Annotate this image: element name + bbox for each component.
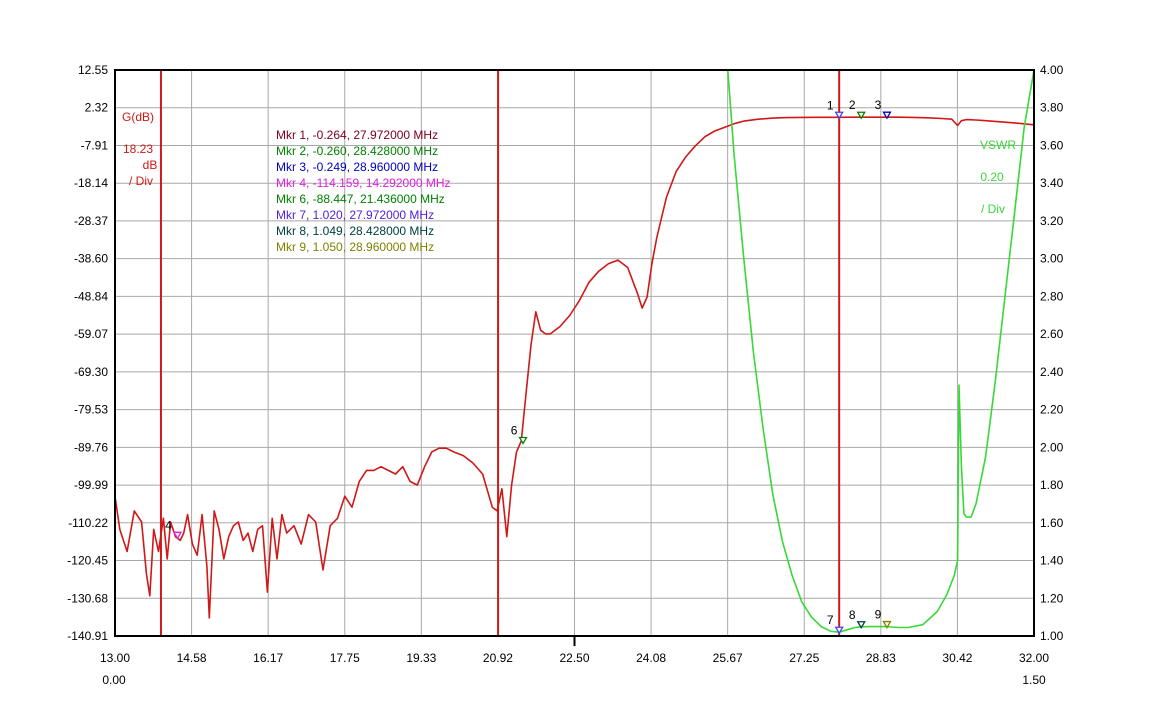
left-tick-label: -89.76 — [74, 440, 108, 454]
x-tick-label: 16.17 — [253, 651, 283, 665]
x-tick-label: 19.33 — [406, 651, 436, 665]
x-tick-label: 25.67 — [713, 651, 743, 665]
left-tick-label: -48.84 — [74, 289, 108, 303]
right-tick-labels: 4.00 3.80 3.60 3.40 3.20 3.00 2.80 2.60 2.40 2.20… — [1040, 63, 1064, 643]
marker-triangle — [856, 111, 866, 120]
left-tick-label: -28.37 — [74, 214, 108, 228]
left-tick-label: -130.68 — [67, 591, 108, 605]
right-axis-name: VSWR — [980, 138, 1016, 152]
right-tick-label: 1.20 — [1040, 591, 1064, 605]
right-tick-label: 1.80 — [1040, 478, 1064, 492]
x-tick-label: 30.42 — [942, 651, 972, 665]
left-tick-label: 2.32 — [85, 101, 109, 115]
marker-readout: Mkr 4, -114.159, 14.292000 MHz — [276, 176, 451, 190]
marker-label: 4 — [165, 518, 172, 532]
x-secondary-min-label: 0.00 — [102, 673, 126, 687]
marker-triangle — [834, 626, 844, 635]
marker-triangle — [856, 621, 866, 630]
marker-readout: Mkr 6, -88.447, 21.436000 MHz — [276, 192, 445, 206]
right-tick-label: 1.00 — [1040, 629, 1064, 643]
left-tick-label: -120.45 — [67, 554, 108, 568]
markers-layer: 1 2 3 4 6 7 8 9 — [165, 98, 892, 635]
x-secondary-max-label: 1.50 — [1022, 673, 1046, 687]
right-tick-label: 3.20 — [1040, 214, 1064, 228]
right-tick-label: 3.00 — [1040, 252, 1064, 266]
right-tick-label: 4.00 — [1040, 63, 1064, 77]
marker-label: 6 — [511, 424, 518, 438]
x-tick-label: 28.83 — [866, 651, 896, 665]
x-tick-label: 14.58 — [177, 651, 207, 665]
marker-label: 3 — [875, 98, 882, 112]
right-tick-label: 3.40 — [1040, 176, 1064, 190]
right-tick-label: 2.60 — [1040, 327, 1064, 341]
right-axis-scale-per: / Div — [981, 202, 1005, 216]
left-tick-labels: 12.55 2.32 -7.91 -18.14 -28.37 -38.60 -48.84 -5… — [67, 63, 108, 643]
marker-readout: Mkr 8, 1.049, 28.428000 MHz — [276, 224, 434, 238]
right-tick-label: 1.60 — [1040, 516, 1064, 530]
marker-readout: Mkr 9, 1.050, 28.960000 MHz — [276, 240, 434, 254]
left-tick-label: 12.55 — [78, 63, 108, 77]
x-tick-label: 17.75 — [330, 651, 360, 665]
right-axis-scale-value: 0.20 — [980, 170, 1004, 184]
left-axis-scale-unit: dB — [143, 158, 158, 172]
left-tick-label: -69.30 — [74, 365, 108, 379]
x-tick-label: 24.08 — [636, 651, 666, 665]
vswr-trace — [727, 69, 1035, 634]
x-tick-label: 13.00 — [100, 651, 130, 665]
marker-label: 8 — [849, 608, 856, 622]
left-tick-label: -140.91 — [67, 629, 108, 643]
left-tick-label: -18.14 — [74, 176, 108, 190]
left-tick-label: -99.99 — [74, 478, 108, 492]
left-tick-label: -7.91 — [81, 138, 109, 152]
marker-triangle — [882, 620, 892, 629]
marker-label: 7 — [827, 613, 834, 627]
left-tick-label: -38.60 — [74, 252, 108, 266]
marker-label: 9 — [875, 608, 882, 622]
right-tick-label: 3.80 — [1040, 101, 1064, 115]
vertical-marker-lines — [159, 70, 841, 636]
right-tick-label: 2.20 — [1040, 403, 1064, 417]
marker-label: 1 — [827, 98, 834, 112]
right-tick-label: 2.00 — [1040, 440, 1064, 454]
marker-readout: Mkr 3, -0.249, 28.960000 MHz — [276, 160, 438, 174]
marker-label: 2 — [849, 98, 856, 112]
x-tick-label: 20.92 — [483, 651, 513, 665]
right-tick-label: 3.60 — [1040, 138, 1064, 152]
marker-triangle — [834, 111, 844, 120]
x-tick-labels: 13.00 14.58 16.17 17.75 19.33 20.92 22.50 24.08… — [100, 651, 1049, 665]
marker-readout: Mkr 2, -0.260, 28.428000 MHz — [276, 144, 438, 158]
left-tick-label: -59.07 — [74, 327, 108, 341]
right-tick-label: 2.40 — [1040, 365, 1064, 379]
left-axis-scale-value: 18.23 — [123, 142, 153, 156]
left-tick-label: -79.53 — [74, 403, 108, 417]
marker-triangle — [882, 111, 892, 120]
marker-readout: Mkr 1, -0.264, 27.972000 MHz — [276, 128, 438, 142]
marker-triangle — [172, 531, 183, 540]
gain-trace — [114, 116, 1035, 619]
marker-list: Mkr 1, -0.264, 27.972000 MHz Mkr 2, -0.26… — [276, 128, 451, 254]
marker-triangle — [518, 436, 528, 445]
x-tick-label: 22.50 — [559, 651, 589, 665]
right-tick-label: 1.40 — [1040, 554, 1064, 568]
left-tick-label: -110.22 — [68, 516, 108, 530]
left-axis-name: G(dB) — [122, 110, 154, 124]
right-tick-label: 2.80 — [1040, 289, 1064, 303]
x-tick-label: 32.00 — [1019, 651, 1049, 665]
plot-frame — [114, 69, 1035, 637]
marker-readout: Mkr 7, 1.020, 27.972000 MHz — [276, 208, 434, 222]
series-layer — [114, 69, 1035, 634]
left-axis-scale-per: / Div — [129, 174, 153, 188]
x-tick-label: 27.25 — [789, 651, 819, 665]
